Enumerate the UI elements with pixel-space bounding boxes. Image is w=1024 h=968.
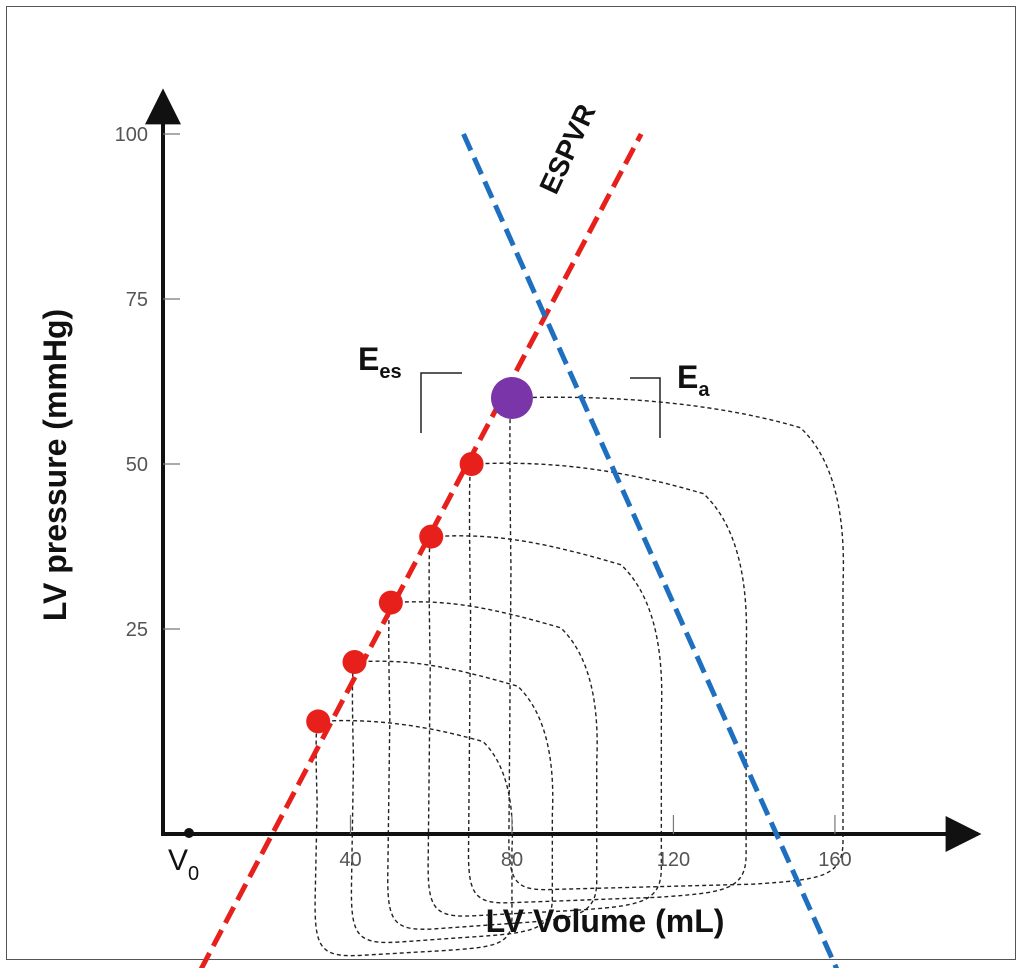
origin-dot: [184, 828, 194, 838]
ees-bracket: [420, 372, 462, 433]
pv-loops: [314, 396, 845, 957]
pv-loop-2: [350, 660, 554, 944]
x-tick-label-40: 40: [339, 849, 361, 871]
x-axis-title: LV Volume (mL): [486, 903, 725, 939]
end-systolic-point-1: [306, 709, 331, 734]
end-systolic-point-5: [459, 452, 484, 476]
x-tick-label-160: 160: [818, 849, 851, 871]
data-points: [306, 377, 533, 734]
axis-ticks: 25 50 75 100 40 80 120 160: [115, 124, 852, 871]
y-tick-label-50: 50: [126, 454, 148, 476]
ees-label: Ees: [358, 341, 402, 383]
end-systolic-point-3: [378, 590, 403, 615]
y-tick-label-100: 100: [115, 124, 148, 146]
figure-frame: [6, 6, 1016, 960]
y-axis-title: LV pressure (mmHg): [37, 309, 73, 621]
ea-line: [461, 132, 840, 968]
end-systolic-point-4: [419, 524, 444, 549]
y-tick-label-25: 25: [126, 619, 148, 641]
ea-label: Ea: [677, 359, 710, 401]
x-tick-label-120: 120: [657, 849, 690, 871]
intersection-point: [490, 377, 533, 419]
pv-loop-1: [314, 719, 514, 957]
v0-label: V0: [168, 844, 199, 885]
end-systolic-point-2: [342, 650, 367, 674]
x-tick-label-80: 80: [501, 849, 523, 871]
relation-lines: [198, 132, 840, 968]
espvr-line: [198, 132, 644, 968]
y-tick-label-75: 75: [126, 289, 148, 311]
pv-loop-5: [467, 462, 748, 904]
espvr-label: ESPVR: [533, 99, 601, 198]
ea-bracket: [630, 377, 661, 438]
pv-loop-6: [508, 396, 845, 891]
pv-loop-3: [387, 601, 598, 930]
pv-loop-4: [427, 535, 663, 917]
